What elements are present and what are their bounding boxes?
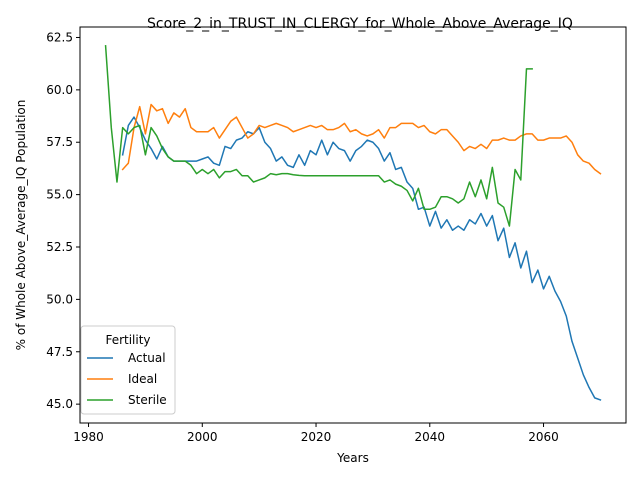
y-tick-label: 57.5 [46, 135, 73, 149]
x-tick-label: 2000 [187, 430, 218, 444]
legend-box [80, 325, 176, 415]
x-axis-ticks: 1980 2000 2020 2040 2060 [73, 423, 559, 444]
legend-label-ideal: Ideal [128, 372, 157, 386]
legend-items: Actual Ideal Sterile [87, 351, 167, 407]
x-axis-label: Years [336, 451, 369, 465]
chart-title: Score_2_in_TRUST_IN_CLERGY_for_Whole_Abo… [147, 16, 573, 32]
plot-area [79, 26, 627, 424]
series-line-ideal [121, 103, 602, 175]
x-tick-label: 2040 [415, 430, 446, 444]
y-tick-label: 47.5 [46, 345, 73, 359]
y-tick-label: 50.0 [46, 292, 73, 306]
legend: Fertility Actual Ideal Sterile [80, 325, 176, 415]
legend-title: Fertility [105, 333, 150, 347]
y-tick-label: 55.0 [46, 188, 73, 202]
y-tick-label: 45.0 [46, 397, 73, 411]
y-axis-label: % of Whole Above_Average_IQ Population [14, 100, 28, 351]
x-tick-label: 1980 [73, 430, 104, 444]
series-line-sterile [104, 45, 533, 227]
axes-frame [79, 26, 627, 424]
series-line-actual [121, 116, 602, 401]
legend-label-sterile: Sterile [128, 393, 167, 407]
series-layer [104, 45, 602, 401]
y-tick-label: 52.5 [46, 240, 73, 254]
y-axis-ticks: 45.0 47.5 50.0 52.5 55.0 57.5 60.0 62.5 [46, 30, 80, 411]
x-tick-label: 2020 [301, 430, 332, 444]
y-tick-label: 62.5 [46, 30, 73, 44]
x-tick-label: 2060 [528, 430, 559, 444]
legend-label-actual: Actual [128, 351, 166, 365]
y-tick-label: 60.0 [46, 83, 73, 97]
